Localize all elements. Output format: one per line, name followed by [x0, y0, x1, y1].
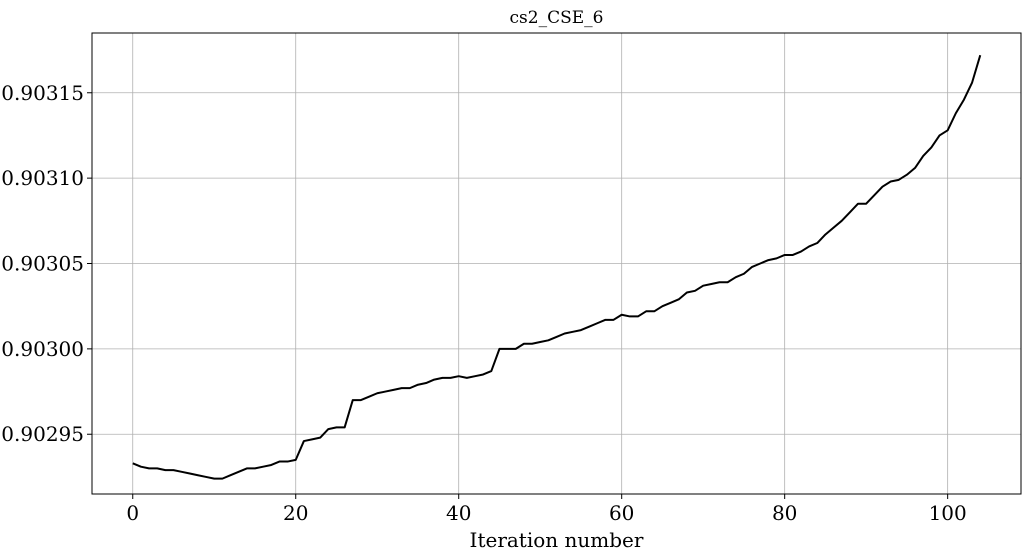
- x-tick-label: 100: [929, 501, 967, 525]
- grid-lines: [92, 33, 1021, 494]
- x-tick-label: 60: [609, 501, 634, 525]
- x-tick-label: 0: [126, 501, 139, 525]
- y-tick-label: 0.90305: [1, 252, 84, 276]
- chart-title: cs2_CSE_6: [510, 8, 604, 28]
- x-tick-label: 20: [283, 501, 308, 525]
- x-tick-label: 40: [446, 501, 471, 525]
- series-line: [132, 54, 982, 480]
- x-tick-label: 80: [772, 501, 797, 525]
- y-tick-label: 0.90295: [1, 422, 84, 446]
- y-axis: 0.90295 0.90300 0.90305 0.90310 0.90315: [1, 81, 92, 446]
- y-tick-label: 0.90310: [1, 166, 84, 190]
- x-axis-title: Iteration number: [470, 528, 644, 552]
- y-tick-label: 0.90300: [1, 337, 84, 361]
- y-tick-label: 0.90315: [1, 81, 84, 105]
- x-axis: 0 20 40 60 80 100: [126, 494, 967, 525]
- series-layer: [132, 54, 982, 480]
